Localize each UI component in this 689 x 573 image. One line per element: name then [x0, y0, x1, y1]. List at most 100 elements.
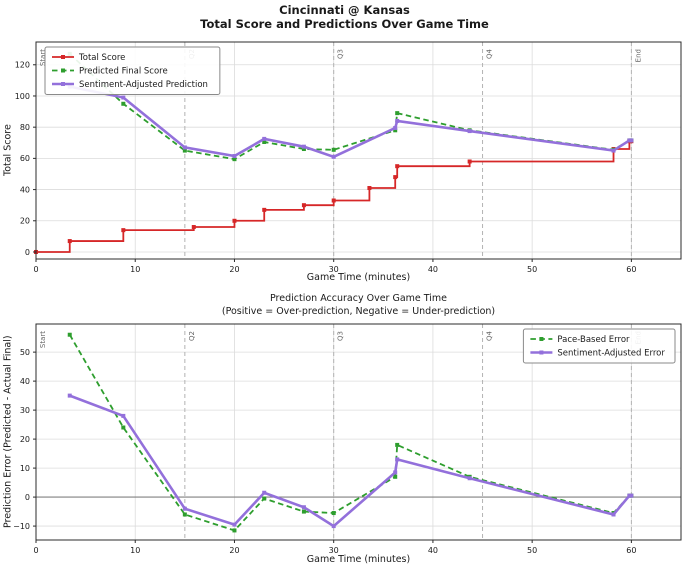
legend-label: Sentiment-Adjusted Prediction	[79, 80, 208, 90]
data-point-marker	[467, 159, 472, 164]
data-point-marker	[121, 413, 126, 418]
data-point-marker	[467, 476, 472, 481]
data-point-marker	[331, 511, 336, 516]
legend-label: Sentiment-Adjusted Error	[557, 349, 665, 359]
bottom-chart-title-line1: Prediction Accuracy Over Game Time	[269, 293, 448, 304]
y-tick-label: 0	[25, 493, 30, 502]
data-point-marker	[395, 118, 400, 123]
data-point-marker	[232, 218, 237, 223]
data-point-marker	[232, 157, 237, 162]
legend-marker	[61, 55, 65, 59]
data-point-marker	[182, 145, 187, 150]
bottom-chart-title-line2: (Positive = Over-prediction, Negative = …	[221, 305, 496, 317]
y-tick-label: 20	[20, 217, 30, 226]
data-point-marker	[262, 207, 267, 212]
figure-title-line1: Cincinnati @ Kansas	[279, 3, 410, 17]
data-point-marker	[121, 101, 126, 106]
data-point-marker	[262, 136, 267, 141]
top-chart-xlabel: Game Time (minutes)	[306, 272, 411, 283]
x-tick-label: 20	[229, 265, 239, 274]
data-point-marker	[232, 522, 237, 527]
event-label: Q2	[188, 331, 196, 341]
legend-marker	[539, 350, 544, 355]
series-sentiment-adjusted-error	[67, 393, 634, 529]
legend-marker	[61, 68, 65, 73]
prediction-error-chart-legend: Pace-Based Error Sentiment-Adjusted Error	[522, 328, 676, 364]
total-score-chart: StartQ2Q3Q4End01020304050600204060801001…	[15, 41, 682, 274]
event-label: Q3	[337, 49, 345, 59]
data-point-marker	[331, 147, 336, 152]
data-point-marker	[393, 470, 398, 475]
legend-marker	[61, 82, 65, 86]
y-tick-label: 10	[20, 464, 30, 473]
y-tick-label: 40	[20, 377, 30, 386]
figure-title: Cincinnati @ Kansas Total Score and Pred…	[0, 3, 689, 31]
data-point-marker	[393, 128, 398, 133]
data-point-marker	[611, 512, 616, 517]
y-tick-label: 0	[25, 248, 30, 257]
y-tick-label: 40	[20, 185, 30, 194]
legend-label: Pace-Based Error	[557, 335, 630, 345]
data-point-marker	[301, 509, 306, 514]
bottom-chart-xlabel: Game Time (minutes)	[306, 554, 411, 565]
y-tick-label: 60	[20, 154, 30, 163]
x-tick-label: 30	[329, 265, 339, 274]
data-point-marker	[121, 95, 126, 100]
x-tick-label: 20	[229, 546, 239, 555]
data-point-marker	[262, 490, 267, 495]
x-tick-label: 10	[130, 546, 140, 555]
data-point-marker	[393, 175, 398, 180]
data-point-marker	[262, 496, 267, 501]
data-point-marker	[121, 228, 126, 233]
y-tick-label: 50	[20, 348, 30, 357]
legend-label: Predicted Final Score	[79, 67, 168, 77]
data-point-marker	[331, 198, 336, 203]
prediction-error-chart-ticks: 0 10 20 30 40 50 60 −10 0 10 20 30 40 50	[13, 348, 636, 555]
data-point-marker	[121, 425, 126, 430]
event-label: Q4	[486, 330, 494, 341]
data-point-marker	[182, 506, 187, 511]
x-tick-label: 40	[428, 546, 438, 555]
data-point-marker	[395, 164, 400, 169]
x-tick-label: 0	[33, 546, 38, 555]
data-point-marker	[393, 474, 398, 479]
x-tick-label: 50	[527, 265, 537, 274]
x-tick-label: 60	[626, 265, 636, 274]
event-label: Q4	[486, 48, 494, 59]
data-point-marker	[629, 493, 634, 498]
data-point-marker	[301, 505, 306, 510]
event-label: Q3	[337, 331, 345, 341]
data-point-marker	[191, 225, 196, 230]
data-point-marker	[182, 148, 187, 153]
x-tick-label: 30	[329, 546, 339, 555]
total-score-chart-legend: Total Score Predicted Final Score Sentimen…	[44, 46, 221, 95]
series-sentiment-adjusted-prediction	[67, 84, 634, 159]
data-point-marker	[611, 148, 616, 153]
data-point-marker	[67, 393, 72, 398]
y-tick-label: −10	[13, 522, 30, 531]
data-point-marker	[629, 138, 634, 143]
data-point-marker	[395, 111, 400, 116]
data-point-marker	[182, 512, 187, 517]
y-tick-label: 120	[15, 61, 30, 70]
prediction-error-chart-plot-border	[35, 323, 682, 541]
bottom-chart-title: Prediction Accuracy Over Game Time (Posi…	[36, 293, 681, 318]
x-tick-label: 60	[626, 546, 636, 555]
y-tick-label: 100	[15, 92, 30, 101]
data-point-marker	[393, 125, 398, 130]
x-tick-label: 50	[527, 546, 537, 555]
event-label: Start	[39, 49, 47, 66]
data-point-marker	[331, 154, 336, 159]
x-tick-label: 40	[428, 265, 438, 274]
total-score-chart-plot-border	[35, 41, 682, 260]
data-point-marker	[367, 186, 372, 191]
data-point-marker	[395, 442, 400, 447]
data-point-marker	[331, 524, 336, 529]
data-point-marker	[301, 203, 306, 208]
x-tick-label: 10	[130, 265, 140, 274]
data-point-marker	[262, 139, 267, 144]
legend-label: Total Score	[78, 53, 125, 63]
event-label: End	[634, 49, 642, 62]
